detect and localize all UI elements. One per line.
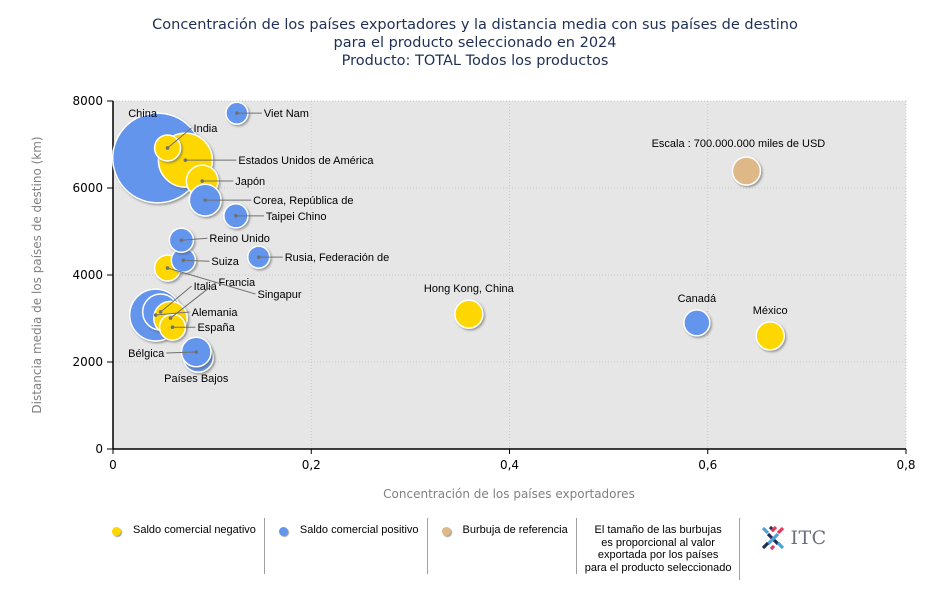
label-india: India <box>194 123 219 135</box>
bubble-center-dot <box>165 146 170 150</box>
bubble-center-dot <box>194 350 199 354</box>
x-tick-label: 0 <box>109 458 117 472</box>
x-tick-label: 0,8 <box>896 458 915 472</box>
chart-title: Concentración de los países exportadores… <box>0 16 950 70</box>
bubble-center-dot <box>234 214 238 218</box>
bubble-center-dot <box>181 258 186 263</box>
bubble-labels: Escala : 700.000.000 miles de USD China Es… <box>128 108 825 385</box>
title-line-2: para el producto seleccionado en 2024 <box>333 35 617 51</box>
leader-line-singapur <box>167 267 256 295</box>
reference-label: Escala : 700.000.000 miles de USD <box>652 138 826 150</box>
bubble-center-dot <box>203 198 207 202</box>
y-tick-label: 0 <box>95 442 103 456</box>
bubble-center-dot <box>153 313 158 317</box>
leader-line-francia <box>170 281 217 319</box>
leader-line-india <box>167 127 192 149</box>
bubble-center-dot <box>170 325 175 330</box>
label-china: China <box>128 108 158 120</box>
x-tick-label: 0,2 <box>302 458 321 472</box>
label-hong-kong-china: Hong Kong, China <box>424 283 515 295</box>
x-tick-label: 0,6 <box>698 458 717 472</box>
leader-line-belgica <box>166 351 197 354</box>
legend-label: Saldo comercial positivo <box>299 524 419 536</box>
legend-item-negative: Saldo comercial negativo <box>100 518 265 574</box>
legend-note-line: para el producto seleccionado <box>584 561 732 574</box>
label-viet-nam: Viet Nam <box>264 108 309 120</box>
label-corea-republica-de: Corea, República de <box>253 195 353 207</box>
label-italia: Italia <box>194 281 218 293</box>
legend-note-line: es proporcional al valor <box>601 536 715 549</box>
itc-logo[interactable]: ITC <box>740 518 840 552</box>
bubble-center-dot <box>256 255 261 259</box>
title-line-1: Concentración de los países exportadores… <box>152 17 798 33</box>
bubble-mexico <box>755 321 785 351</box>
y-tick-label: 2000 <box>72 355 103 369</box>
label-reino-unido: Reino Unido <box>209 233 270 245</box>
bubble-reference <box>731 156 762 186</box>
bubble-center-dot <box>179 238 184 242</box>
yellow-dot-icon <box>112 527 121 536</box>
legend-item-reference: Burbuja de referencia <box>428 518 577 574</box>
leader-line-reino-unido <box>181 237 208 241</box>
bubble-center-dot <box>235 111 239 115</box>
legend: Saldo comercial negativo Saldo comercial… <box>100 518 841 580</box>
legend-note-line: exportada por los países <box>597 549 719 561</box>
leader-line-alemania <box>155 311 190 316</box>
bubble-canada <box>683 309 711 337</box>
label-singapur: Singapur <box>258 289 302 301</box>
legend-note: El tamaño de las burbujas es proporciona… <box>577 518 741 580</box>
y-tick-label: 4000 <box>72 268 103 282</box>
grid-lines <box>113 100 907 449</box>
bubble-center-dot <box>165 266 170 270</box>
leader-line-suiza <box>183 259 210 262</box>
label-espana: España <box>197 322 235 334</box>
bubble-hong-kong-china <box>454 299 484 329</box>
label-suiza: Suiza <box>211 256 239 268</box>
legend-note-line: El tamaño de las burbujas <box>594 524 722 536</box>
leader-line-italia <box>160 285 192 313</box>
legend-item-positive: Saldo comercial positivo <box>265 518 428 574</box>
label-belgica: Bélgica <box>128 348 165 360</box>
label-canada: Canadá <box>678 293 717 305</box>
tan-dot-icon <box>441 527 451 536</box>
bubble-center-dot <box>183 158 188 162</box>
y-tick-label: 8000 <box>72 94 103 108</box>
itc-logo-text: ITC <box>790 527 827 549</box>
bubble-center-dot <box>168 316 173 320</box>
label-rusia-federacion-de: Rusia, Federación de <box>285 252 390 264</box>
y-axis-title: Distancia media de los países de destino… <box>30 136 44 413</box>
title-line-3: Producto: TOTAL Todos los productos <box>341 53 609 69</box>
x-tick-label: 0,4 <box>500 458 519 472</box>
bubble-center-dot <box>158 310 163 314</box>
label-mexico: México <box>753 305 788 317</box>
y-tick-label: 6000 <box>72 181 103 195</box>
x-axis-title: Concentración de los países exportadores <box>383 487 635 501</box>
blue-dot-icon <box>278 527 288 536</box>
label-estados-unidos-de-america: Estados Unidos de América <box>238 155 374 167</box>
label-taipei-chino: Taipei Chino <box>266 211 327 223</box>
itc-logo-icon <box>762 525 785 551</box>
legend-label: Burbuja de referencia <box>462 524 568 536</box>
label-japon: Japón <box>235 176 265 188</box>
label-francia: Francia <box>218 277 256 289</box>
label-alemania: Alemania <box>192 307 239 319</box>
legend-label: Saldo comercial negativo <box>133 524 256 536</box>
bubble-center-dot <box>200 179 205 183</box>
label-paises-bajos: Países Bajos <box>164 373 229 385</box>
